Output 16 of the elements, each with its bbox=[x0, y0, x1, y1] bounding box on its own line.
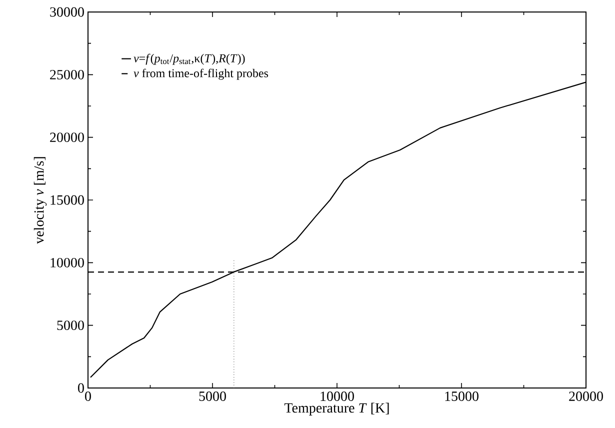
x-tick-label: 15000 bbox=[445, 392, 478, 401]
x-tick-label: 5000 bbox=[199, 392, 226, 401]
y-axis-title: velocity v [m/s] bbox=[34, 157, 47, 244]
text: v=f(p$_{tot}$/p$_{stat}$,κ(T),R(T)) bbox=[134, 54, 245, 65]
x-axis-title: Temperature T [K] bbox=[284, 402, 389, 416]
y-tick-label: 15000 bbox=[50, 195, 84, 205]
x-tick-label: 10000 bbox=[320, 392, 354, 401]
y-tick-label: 25000 bbox=[50, 70, 84, 80]
x-tick-label: 20000 bbox=[569, 392, 603, 401]
y-tick-label: 30000 bbox=[50, 7, 84, 17]
y-tick-label: 5000 bbox=[57, 320, 84, 330]
legend-label: v from time-of-flight probes bbox=[134, 68, 268, 80]
x-tick-label: 0 bbox=[85, 392, 91, 401]
y-tick-label: 0 bbox=[78, 383, 84, 393]
y-tick-label: 10000 bbox=[50, 258, 84, 268]
y-tick-label: 20000 bbox=[50, 132, 84, 142]
